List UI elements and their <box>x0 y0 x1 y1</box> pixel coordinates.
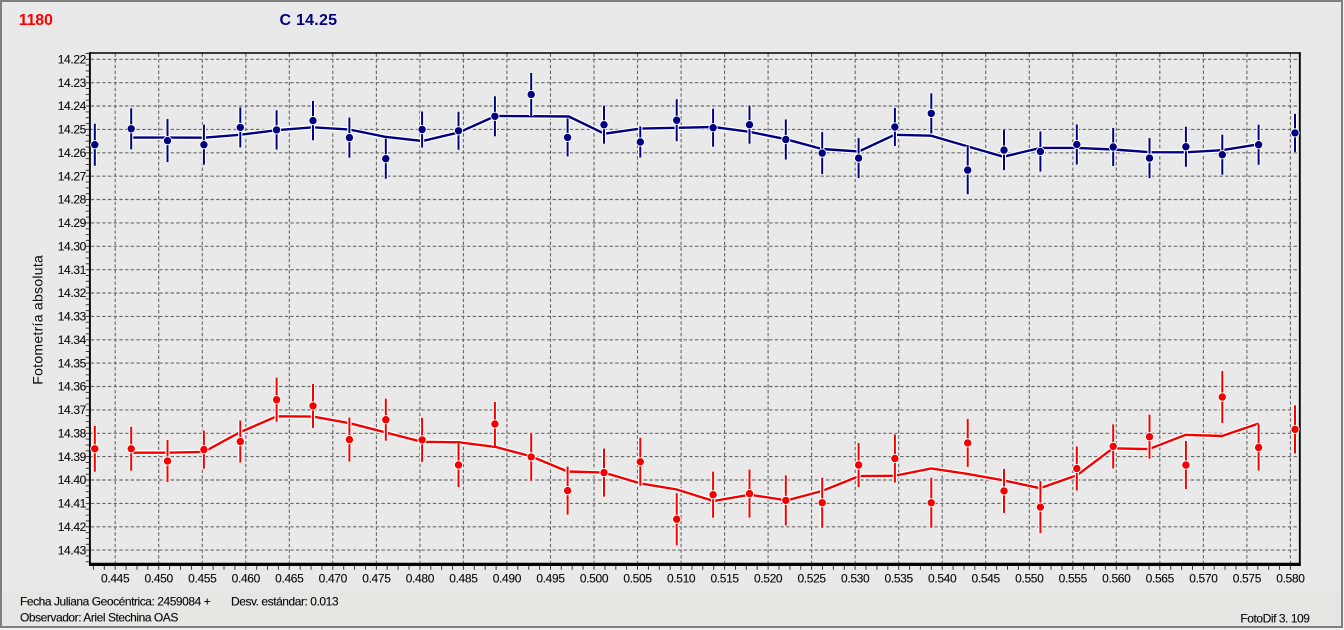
svg-text:0.565: 0.565 <box>1146 572 1175 586</box>
svg-text:14.42: 14.42 <box>58 520 87 534</box>
svg-text:14.40: 14.40 <box>58 473 87 487</box>
svg-text:0.500: 0.500 <box>580 572 609 586</box>
svg-text:14.26: 14.26 <box>58 146 87 160</box>
svg-text:0.515: 0.515 <box>710 572 739 586</box>
svg-text:Fecha Juliana Geocéntrica: 245: Fecha Juliana Geocéntrica: 2459084 + <box>20 594 211 608</box>
svg-text:0.450: 0.450 <box>145 572 174 586</box>
svg-text:0.475: 0.475 <box>362 572 391 586</box>
svg-text:14.30: 14.30 <box>58 240 87 254</box>
svg-text:14.25: 14.25 <box>58 123 87 137</box>
svg-text:Fotometría absoluta: Fotometría absoluta <box>30 255 46 385</box>
svg-text:0.530: 0.530 <box>841 572 870 586</box>
svg-text:14.39: 14.39 <box>58 450 87 464</box>
svg-text:14.31: 14.31 <box>58 263 87 277</box>
svg-text:0.540: 0.540 <box>928 572 957 586</box>
svg-text:0.550: 0.550 <box>1015 572 1044 586</box>
svg-text:0.520: 0.520 <box>754 572 783 586</box>
svg-text:0.445: 0.445 <box>101 572 130 586</box>
svg-text:0.490: 0.490 <box>493 572 522 586</box>
svg-text:14.36: 14.36 <box>58 380 87 394</box>
svg-text:14.23: 14.23 <box>58 76 87 90</box>
svg-text:0.545: 0.545 <box>972 572 1001 586</box>
svg-text:0.525: 0.525 <box>797 572 826 586</box>
svg-text:14.34: 14.34 <box>58 333 87 347</box>
svg-text:14.32: 14.32 <box>58 286 87 300</box>
svg-text:Observador: Ariel Stechina OAS: Observador: Ariel Stechina OAS <box>20 610 178 624</box>
svg-text:0.580: 0.580 <box>1276 572 1305 586</box>
svg-text:14.33: 14.33 <box>58 310 87 324</box>
svg-text:14.29: 14.29 <box>58 216 87 230</box>
svg-text:FotoDif 3. 109: FotoDif 3. 109 <box>1240 611 1310 625</box>
svg-text:0.495: 0.495 <box>536 572 565 586</box>
svg-text:C 14.25: C 14.25 <box>280 12 338 29</box>
svg-text:1180: 1180 <box>19 12 53 29</box>
svg-text:14.22: 14.22 <box>58 53 87 67</box>
svg-text:0.535: 0.535 <box>885 572 914 586</box>
svg-text:14.37: 14.37 <box>58 403 87 417</box>
svg-text:0.465: 0.465 <box>275 572 304 586</box>
svg-text:Desv. estándar: 0.013: Desv. estándar: 0.013 <box>231 594 339 608</box>
svg-text:14.35: 14.35 <box>58 356 87 370</box>
svg-text:0.510: 0.510 <box>667 572 696 586</box>
svg-text:0.460: 0.460 <box>232 572 261 586</box>
svg-text:14.38: 14.38 <box>58 427 87 441</box>
svg-text:14.41: 14.41 <box>58 497 87 511</box>
svg-text:0.505: 0.505 <box>623 572 652 586</box>
svg-text:0.560: 0.560 <box>1102 572 1131 586</box>
svg-text:0.455: 0.455 <box>188 572 217 586</box>
svg-text:0.470: 0.470 <box>319 572 348 586</box>
svg-text:0.480: 0.480 <box>406 572 435 586</box>
svg-text:0.555: 0.555 <box>1059 572 1088 586</box>
svg-text:14.43: 14.43 <box>58 543 87 557</box>
svg-text:0.575: 0.575 <box>1233 572 1262 586</box>
svg-text:14.27: 14.27 <box>58 169 87 183</box>
svg-text:0.570: 0.570 <box>1189 572 1218 586</box>
svg-text:14.28: 14.28 <box>58 193 87 207</box>
svg-text:14.24: 14.24 <box>58 99 87 113</box>
svg-text:0.485: 0.485 <box>449 572 478 586</box>
